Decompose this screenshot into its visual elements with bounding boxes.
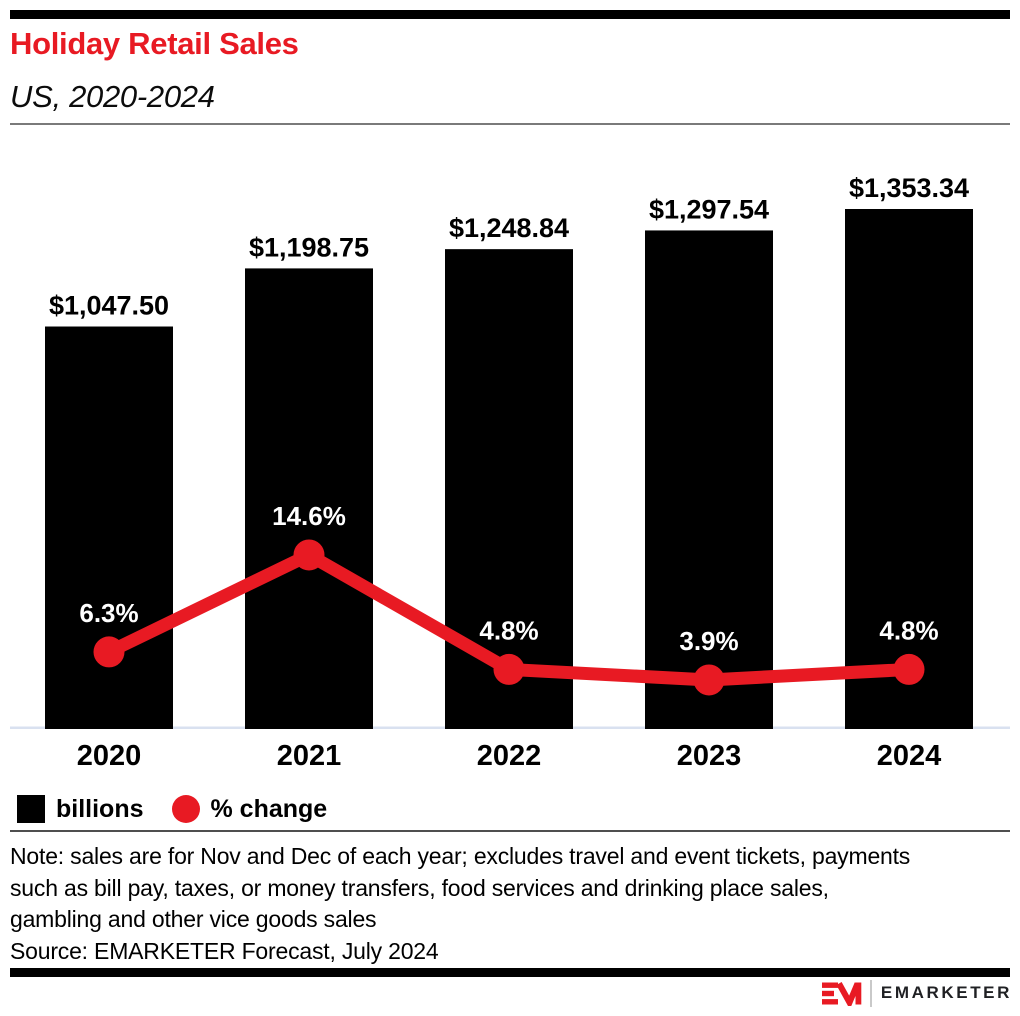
footnote: Note: sales are for Nov and Dec of each …	[10, 841, 1010, 967]
pct-marker-2024	[893, 653, 925, 685]
brand-name: EMARKETER	[880, 983, 1012, 1002]
pct-label-2022: 4.8%	[479, 615, 538, 645]
legend-billions-label: billions	[56, 794, 144, 823]
footnote-divider	[10, 830, 1010, 832]
legend-billions-swatch	[17, 795, 45, 823]
legend-pct-change-swatch	[171, 795, 200, 823]
bar-2020	[45, 326, 173, 729]
x-tick-2023: 2023	[677, 740, 742, 772]
brand-lockup: EMARKETER	[821, 978, 1012, 1008]
pct-label-2023: 3.9%	[679, 626, 738, 656]
x-tick-2020: 2020	[77, 740, 142, 772]
source-line: Source: EMARKETER Forecast, July 2024	[10, 937, 439, 964]
bar-value-label-2024: $1,353.34	[849, 173, 969, 203]
pct-marker-2022	[493, 653, 525, 685]
legend-pct-change-label: % change	[210, 794, 328, 823]
pct-label-2020: 6.3%	[79, 598, 138, 628]
header-divider	[10, 123, 1010, 125]
pct-marker-2023	[693, 664, 725, 696]
bar-value-label-2023: $1,297.54	[649, 194, 769, 224]
pct-label-2021: 14.6%	[272, 501, 346, 531]
page-title: Holiday Retail Sales	[10, 26, 299, 61]
bar-value-label-2020: $1,047.50	[49, 291, 169, 321]
bar-2021	[245, 268, 373, 729]
pct-marker-2020	[93, 636, 125, 668]
pct-marker-2021	[293, 539, 325, 571]
bar-2023	[645, 230, 773, 729]
top-accent-bar	[10, 10, 1010, 19]
emarketer-logo-icon	[821, 981, 862, 1006]
x-tick-2021: 2021	[277, 740, 342, 772]
page-subtitle: US, 2020-2024	[10, 79, 215, 114]
bar-2024	[845, 209, 973, 729]
pct-label-2024: 4.8%	[879, 615, 938, 645]
footer-accent-bar	[10, 968, 1010, 977]
x-tick-2022: 2022	[477, 740, 542, 772]
bar-value-label-2022: $1,248.84	[449, 213, 569, 243]
note-line-3: gambling and other vice goods sales	[10, 906, 377, 932]
chart-legend: billions % change	[17, 793, 327, 825]
logo-divider	[869, 979, 872, 1007]
bar-value-label-2021: $1,198.75	[249, 232, 369, 262]
x-tick-2024: 2024	[877, 740, 942, 772]
note-line-2: such as bill pay, taxes, or money transf…	[10, 874, 829, 901]
note-line-1: Note: sales are for Nov and Dec of each …	[10, 843, 911, 869]
